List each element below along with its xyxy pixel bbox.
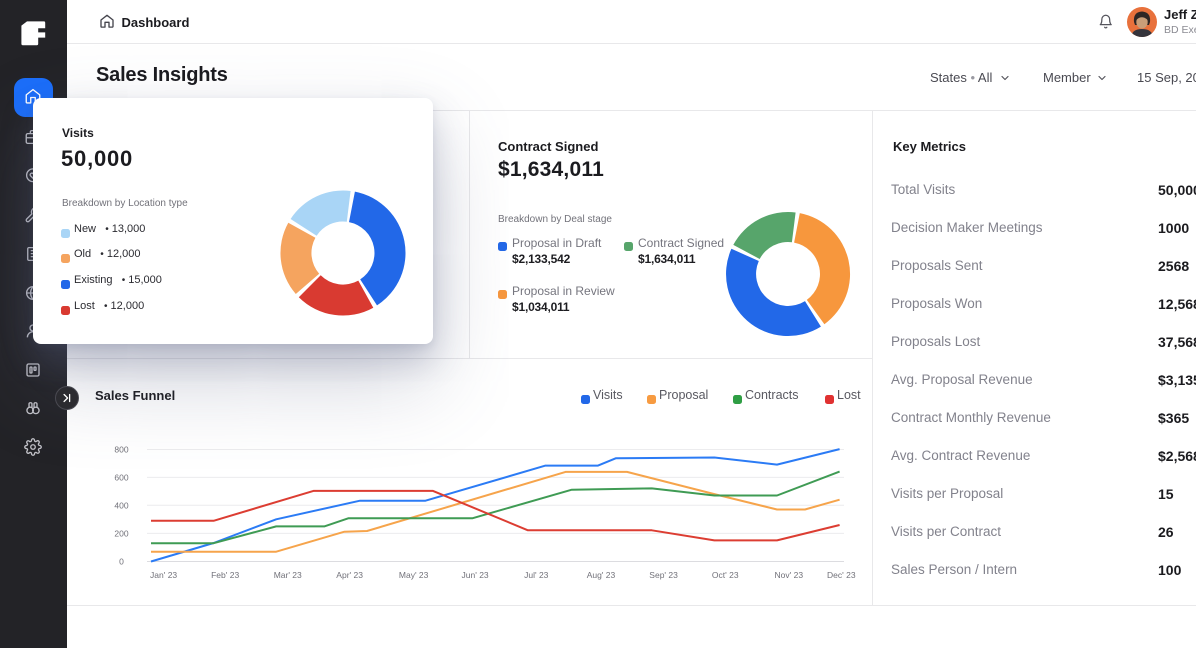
svg-text:Oct' 23: Oct' 23 [712,570,739,580]
svg-text:Aug' 23: Aug' 23 [587,570,616,580]
svg-text:800: 800 [114,445,128,455]
svg-text:Jan' 23: Jan' 23 [150,570,177,580]
svg-text:600: 600 [114,472,128,482]
svg-text:0: 0 [119,557,124,567]
svg-text:Feb' 23: Feb' 23 [211,570,239,580]
svg-text:Sep' 23: Sep' 23 [649,570,678,580]
svg-text:Nov' 23: Nov' 23 [775,570,804,580]
svg-text:May' 23: May' 23 [399,570,429,580]
svg-text:Dec' 23: Dec' 23 [827,570,856,580]
svg-text:Mar' 23: Mar' 23 [274,570,302,580]
svg-text:400: 400 [114,500,128,510]
svg-text:Jun' 23: Jun' 23 [462,570,489,580]
svg-text:Jul' 23: Jul' 23 [524,570,549,580]
svg-text:200: 200 [114,528,128,538]
svg-text:Apr' 23: Apr' 23 [336,570,363,580]
